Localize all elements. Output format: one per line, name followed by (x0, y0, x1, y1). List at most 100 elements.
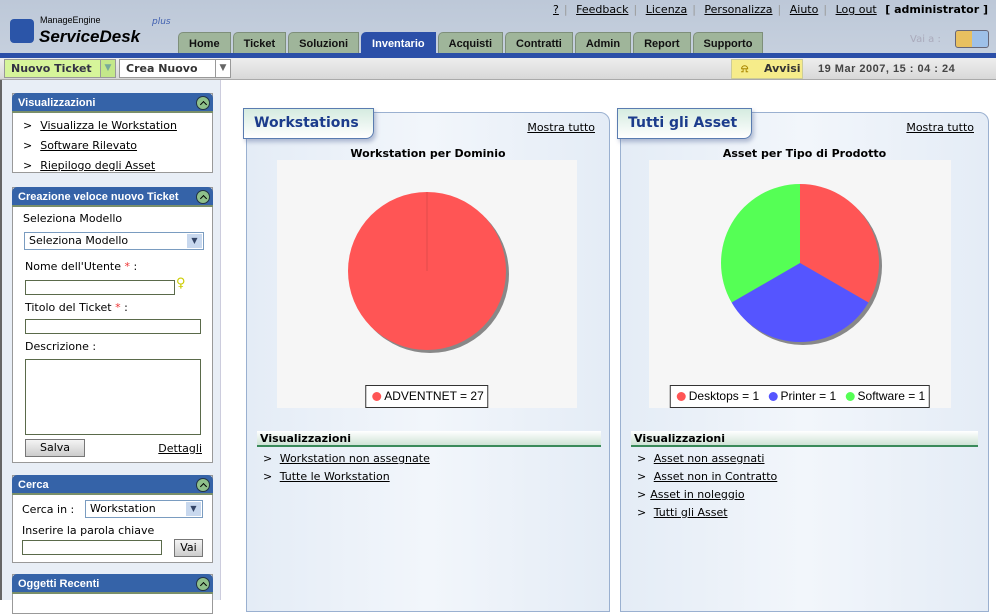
title-label: Titolo del Ticket * : (25, 301, 128, 314)
sidebar-link-software[interactable]: Software Rilevato (40, 139, 138, 152)
separator: | (823, 3, 828, 16)
create-new-dropdown[interactable]: Crea Nuovo ▼ (119, 59, 231, 78)
separator: | (692, 3, 696, 16)
logo-top: ManageEngine (40, 15, 101, 25)
pie-svg (721, 184, 882, 345)
template-value: Seleziona Modello (29, 234, 129, 247)
quick-ticket-title: Creazione veloce nuovo Ticket (18, 191, 179, 203)
collapse-icon[interactable] (196, 190, 210, 204)
alerts-label: Avvisi (764, 62, 801, 75)
logout-link[interactable]: Log out (835, 3, 877, 16)
tab-report[interactable]: Report (633, 32, 691, 54)
keyword-input[interactable] (22, 540, 162, 555)
separator: | (563, 3, 568, 16)
legend-item: ADVENTNET = 27 (384, 389, 484, 403)
views-header: Visualizzazioni (257, 431, 601, 447)
view-link-item: > Asset non assegnati (637, 452, 765, 465)
view-link-item: > Tutte le Workstation (263, 470, 390, 483)
pie-svg (348, 192, 509, 353)
license-link[interactable]: Licenza (645, 3, 688, 16)
chevron-down-icon: ▼ (215, 60, 230, 77)
show-all-link[interactable]: Mostra tutto (906, 121, 974, 134)
user-name-input[interactable] (25, 280, 175, 295)
logo-mark-icon (10, 19, 34, 43)
all-assets-link[interactable]: Tutti gli Asset (653, 506, 728, 519)
unassigned-assets-link[interactable]: Asset non assegnati (653, 452, 765, 465)
search-title: Cerca (18, 479, 49, 491)
views-title: Visualizzazioni (18, 97, 96, 109)
ticket-title-input[interactable] (25, 319, 201, 334)
view-link-item: > Asset in noleggio (637, 488, 745, 501)
all-assets-panel: Tutti gli Asset Mostra tutto Asset per T… (617, 108, 989, 612)
aiuto-link[interactable]: Aiuto (789, 3, 819, 16)
pie-chart: ADVENTNET = 27 (277, 160, 577, 408)
tab-contratti[interactable]: Contratti (505, 32, 573, 54)
collapse-icon[interactable] (196, 577, 210, 591)
pie-slice[interactable] (800, 184, 879, 303)
all-workstations-link[interactable]: Tutte le Workstation (279, 470, 390, 483)
save-button[interactable]: Salva (25, 439, 85, 457)
go-button[interactable]: Vai (174, 539, 203, 557)
template-select[interactable]: Seleziona Modello ▼ (24, 232, 204, 250)
tab-soluzioni[interactable]: Soluzioni (288, 32, 360, 54)
personalize-link[interactable]: Personalizza (704, 3, 773, 16)
recent-items-title: Oggetti Recenti (18, 578, 100, 590)
legend-item: Software = 1 (857, 389, 926, 403)
legend-item: Desktops = 1 (688, 389, 760, 403)
logo[interactable]: ManageEngine ServiceDesk plus (10, 15, 175, 49)
collapse-icon[interactable] (196, 478, 210, 492)
tab-supporto[interactable]: Supporto (692, 32, 764, 54)
chevron-down-icon: ▼ (187, 234, 202, 248)
assets-not-in-contract-link[interactable]: Asset non in Contratto (653, 470, 778, 483)
goto-label: Vai a : (910, 34, 941, 45)
tab-admin[interactable]: Admin (574, 32, 632, 54)
logo-plus: plus (152, 17, 171, 27)
tab-acquisti[interactable]: Acquisti (437, 32, 504, 54)
view-link-item: > Asset non in Contratto (637, 470, 778, 483)
workstations-panel: Workstations Mostra tutto Workstation pe… (243, 108, 610, 612)
new-ticket-label: Nuovo Ticket (11, 62, 92, 75)
show-all-link[interactable]: Mostra tutto (527, 121, 595, 134)
description-label: Descrizione : (25, 340, 97, 353)
main-content: Workstations Mostra tutto Workstation pe… (222, 80, 996, 612)
sidebar-link-asset-summary[interactable]: Riepilogo degli Asset (40, 159, 156, 172)
chart-title: Asset per Tipo di Prodotto (722, 147, 887, 160)
legend-dot (372, 392, 382, 401)
legend-dot (768, 392, 778, 401)
header-bar (0, 53, 996, 58)
legend-dot (676, 392, 686, 401)
tab-inventario[interactable]: Inventario (361, 32, 436, 54)
feedback-link[interactable]: Feedback (576, 3, 629, 16)
top-links: ? | Feedback | Licenza | Personalizza | Aiut… (548, 3, 988, 17)
description-textarea[interactable] (25, 359, 201, 435)
header: ManageEngine ServiceDesk plus ? | Feedbac… (0, 0, 996, 54)
search-in-value: Workstation (90, 502, 156, 515)
unassigned-workstations-link[interactable]: Workstation non assegnate (279, 452, 430, 465)
separator: | (777, 3, 782, 16)
collapse-icon[interactable] (196, 96, 210, 110)
new-ticket-dropdown[interactable]: Nuovo Ticket ▼ (4, 59, 116, 78)
legend-dot (845, 392, 855, 401)
details-link[interactable]: Dettagli (158, 442, 202, 455)
leased-assets-link[interactable]: Asset in noleggio (650, 488, 745, 501)
search-box: Cerca Cerca in : Workstation ▼ Inserire l… (12, 475, 213, 563)
views-box: Visualizzazioni > Visualizza le Workstati… (12, 93, 213, 173)
view-link-item: > Tutti gli Asset (637, 506, 728, 519)
pie-chart: Desktops = 1 Printer = 1 Software = 1 (649, 160, 951, 408)
alerts-button[interactable]: ⍾ Avvisi (731, 59, 803, 79)
pie-slice[interactable] (721, 184, 800, 303)
view-link-item: > Workstation non assegnate (263, 452, 430, 465)
user-lookup-icon[interactable]: ♀ (176, 276, 186, 291)
chevron-down-icon: ▼ (100, 60, 115, 77)
chevron-down-icon: ▼ (186, 502, 201, 516)
goto-icon[interactable] (955, 30, 989, 48)
tab-home[interactable]: Home (178, 32, 231, 54)
search-in-select[interactable]: Workstation ▼ (85, 500, 203, 518)
help-link[interactable]: ? (553, 3, 559, 16)
sidebar-link-workstations[interactable]: Visualizza le Workstation (40, 119, 177, 132)
pie-slice[interactable] (731, 263, 869, 342)
create-new-label: Crea Nuovo (126, 62, 198, 75)
tab-ticket[interactable]: Ticket (232, 32, 287, 54)
search-in-label: Cerca in : (22, 503, 75, 516)
keyword-label: Inserire la parola chiave (22, 524, 155, 537)
